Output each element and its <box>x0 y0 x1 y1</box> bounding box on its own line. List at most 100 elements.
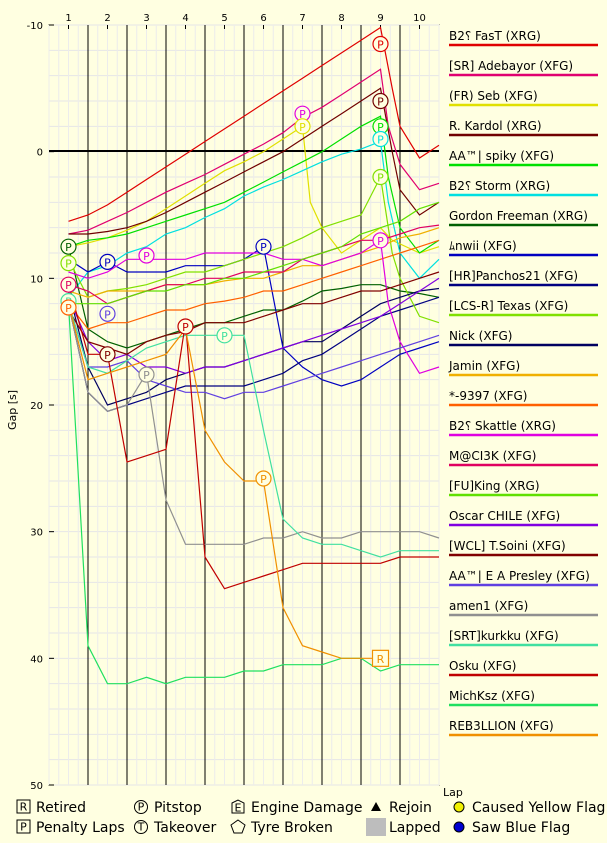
x-tick-label: 7 <box>299 13 305 24</box>
series-line-20 <box>67 303 440 545</box>
pitstop-marker-letter: P <box>65 241 72 254</box>
series-line-1 <box>68 26 440 222</box>
pitstop-marker-letter: P <box>377 235 384 248</box>
series-line-18 <box>67 271 440 355</box>
pitstop-marker <box>255 470 272 487</box>
legend-label: [LCS-R] Texas (XFG) <box>449 299 568 313</box>
legend-label: B2⸮ Skattle (XRG) <box>449 419 556 433</box>
note-label: Penalty Laps <box>36 820 125 836</box>
series-line-19 <box>67 303 440 400</box>
pitstop-marker-letter: P <box>65 258 72 271</box>
pitstop-marker <box>294 118 311 135</box>
legend-label: MichKsz (XFG) <box>449 689 535 703</box>
retired-marker-letter: R <box>377 653 385 666</box>
legend-label: Jamin (XFG) <box>448 359 520 373</box>
pitstop-marker-letter: P <box>104 349 111 362</box>
y-tick-label: 50 <box>30 781 43 792</box>
legend-label: [FU]King (XRG) <box>449 479 540 493</box>
pitstop-marker-letter: P <box>377 39 384 52</box>
note-icon-letter: P <box>138 801 145 814</box>
legend-label: [SRT]kurkku (XFG) <box>449 629 559 643</box>
engine-icon <box>231 799 245 814</box>
pitstop-marker-letter: P <box>65 302 72 315</box>
series-line-3 <box>68 125 440 254</box>
legend-label: [WCL] T.Soini (XFG) <box>449 539 566 553</box>
pitstop-marker <box>138 366 155 383</box>
legend-label: Osku (XFG) <box>449 659 516 673</box>
note-icon-letter: T <box>137 821 145 834</box>
legend-label: (FR) Seb (XFG) <box>449 89 538 103</box>
pitstop-marker-letter: P <box>260 241 267 254</box>
x-tick-label: 6 <box>260 13 266 24</box>
note-icon-letter: R <box>20 801 28 814</box>
x-axis-ticks: 1 2 3 4 5 6 7 8 9 10 <box>65 13 426 29</box>
retired-marker <box>371 649 390 667</box>
legend-label: *-9397 (XFG) <box>449 389 527 403</box>
legend-label: AA™| spiky (XFG) <box>449 149 554 163</box>
pitstop-marker <box>372 130 389 148</box>
note-square-icon <box>16 819 31 834</box>
x-tick-label: 5 <box>221 13 227 24</box>
legend-label: AA™| E A Presley (XFG) <box>449 569 590 583</box>
x-tick-label: 8 <box>338 13 344 24</box>
series-line-22 <box>67 284 439 590</box>
x-tick-label: 2 <box>104 13 110 24</box>
note-label: Takeover <box>153 820 216 836</box>
y-tick-label: 40 <box>30 654 43 665</box>
note-label: Tyre Broken <box>250 820 333 836</box>
legend-label: B2⸮ FasT (XRG) <box>449 29 541 43</box>
x-tick-label: 4 <box>182 13 188 24</box>
legend-label: B2⸮ Storm (XRG) <box>449 179 550 193</box>
y-tick-label: 20 <box>30 401 43 412</box>
pitstop-marker-letter: P <box>377 96 384 109</box>
note-label: Retired <box>36 800 86 816</box>
yellow-flag-icon <box>453 801 465 813</box>
pitstop-marker <box>60 255 77 272</box>
series-line-7 <box>67 246 440 349</box>
note-label: Caused Yellow Flag <box>472 800 605 816</box>
note-circle-icon <box>134 820 148 834</box>
y-axis-ticks: -10 0 10 20 30 40 50 <box>27 21 54 792</box>
note-icon-letter: P <box>20 821 27 834</box>
legend-label: [HR]Panchos21 (XFG) <box>449 269 578 283</box>
pitstop-marker <box>372 92 389 110</box>
legend-label: Gordon Freeman (XRG) <box>449 209 588 223</box>
pitstop-marker <box>177 318 194 335</box>
pitstop-marker-letter: P <box>104 308 111 321</box>
note-label: Saw Blue Flag <box>472 820 570 836</box>
legend-label: R. Kardol (XRG) <box>449 119 542 133</box>
pitstop-marker-letter: P <box>260 473 267 486</box>
pitstop-marker <box>372 35 389 53</box>
pitstop-marker <box>99 305 116 322</box>
pitstop-marker-letter: P <box>182 321 189 334</box>
pitstop-marker <box>60 238 77 255</box>
legend-label: amen1 (XFG) <box>449 599 528 613</box>
note-square-icon <box>16 799 31 814</box>
x-tick-label: 3 <box>143 13 149 24</box>
pitstop-marker <box>216 327 233 344</box>
pitstop-marker-letter: P <box>221 330 228 343</box>
blue-flag-icon <box>453 821 465 833</box>
pitstop-marker-letter: P <box>377 172 384 185</box>
legend-label: Oscar CHILE (XFG) <box>449 509 560 523</box>
legend-label: REB3LLION (XFG) <box>449 719 554 733</box>
x-tick-label: 9 <box>377 13 383 24</box>
legend-label: ﾑnwii (XFG) <box>449 239 517 253</box>
rejoin-icon <box>371 802 381 811</box>
note-label: Lapped <box>389 820 441 836</box>
note-label: Engine Damage <box>251 800 363 816</box>
y-tick-label: 0 <box>37 148 43 159</box>
note-label: Rejoin <box>389 800 432 816</box>
pitstop-marker <box>99 253 116 270</box>
pitstop-marker <box>60 276 77 293</box>
pitstop-marker-letter: P <box>143 250 150 263</box>
series-line-5 <box>68 115 440 254</box>
series-line-16 <box>68 201 440 305</box>
y-tick-label: -10 <box>27 21 43 32</box>
y-axis-label: Gap [s] <box>6 390 19 430</box>
legend-label: [SR] Adebayor (XFG) <box>449 59 573 73</box>
pitstop-marker <box>60 299 77 316</box>
series-line-13 <box>68 239 440 330</box>
pitstop-marker <box>372 232 389 249</box>
